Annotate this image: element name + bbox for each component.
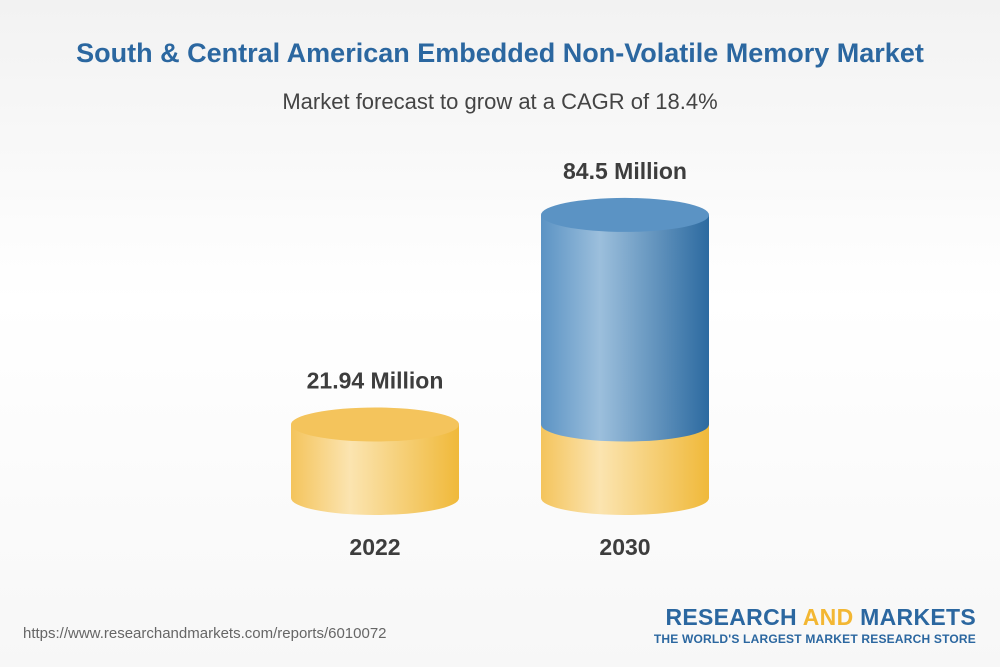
bar-2022 [291, 424, 459, 515]
chart-subtitle: Market forecast to grow at a CAGR of 18.… [282, 89, 718, 114]
category-label-2022: 2022 [349, 534, 400, 560]
chart-title: South & Central American Embedded Non-Vo… [76, 38, 924, 68]
logo-markets: MARKETS [853, 604, 976, 630]
logo-research: RESEARCH [665, 604, 803, 630]
bar-2030-top [541, 197, 709, 232]
bar-2030-growth-segment [541, 214, 709, 442]
bar-2022-top [291, 407, 459, 442]
value-label-2022: 21.94 Million [307, 368, 444, 394]
logo-tagline: THE WORLD'S LARGEST MARKET RESEARCH STOR… [653, 632, 976, 646]
brand-logo: RESEARCH AND MARKETS THE WORLD'S LARGEST… [654, 604, 976, 646]
logo-wordmark: RESEARCH AND MARKETS [654, 604, 976, 630]
category-label-2030: 2030 [599, 534, 650, 560]
logo-and: AND [802, 604, 854, 630]
bars-group: 21.94 Million 2022 84.5 Million 2030 [291, 158, 709, 560]
bar-2030-base-segment [541, 424, 709, 515]
source-url[interactable]: https://www.researchandmarkets.com/repor… [23, 625, 387, 642]
value-label-2030: 84.5 Million [563, 158, 687, 184]
